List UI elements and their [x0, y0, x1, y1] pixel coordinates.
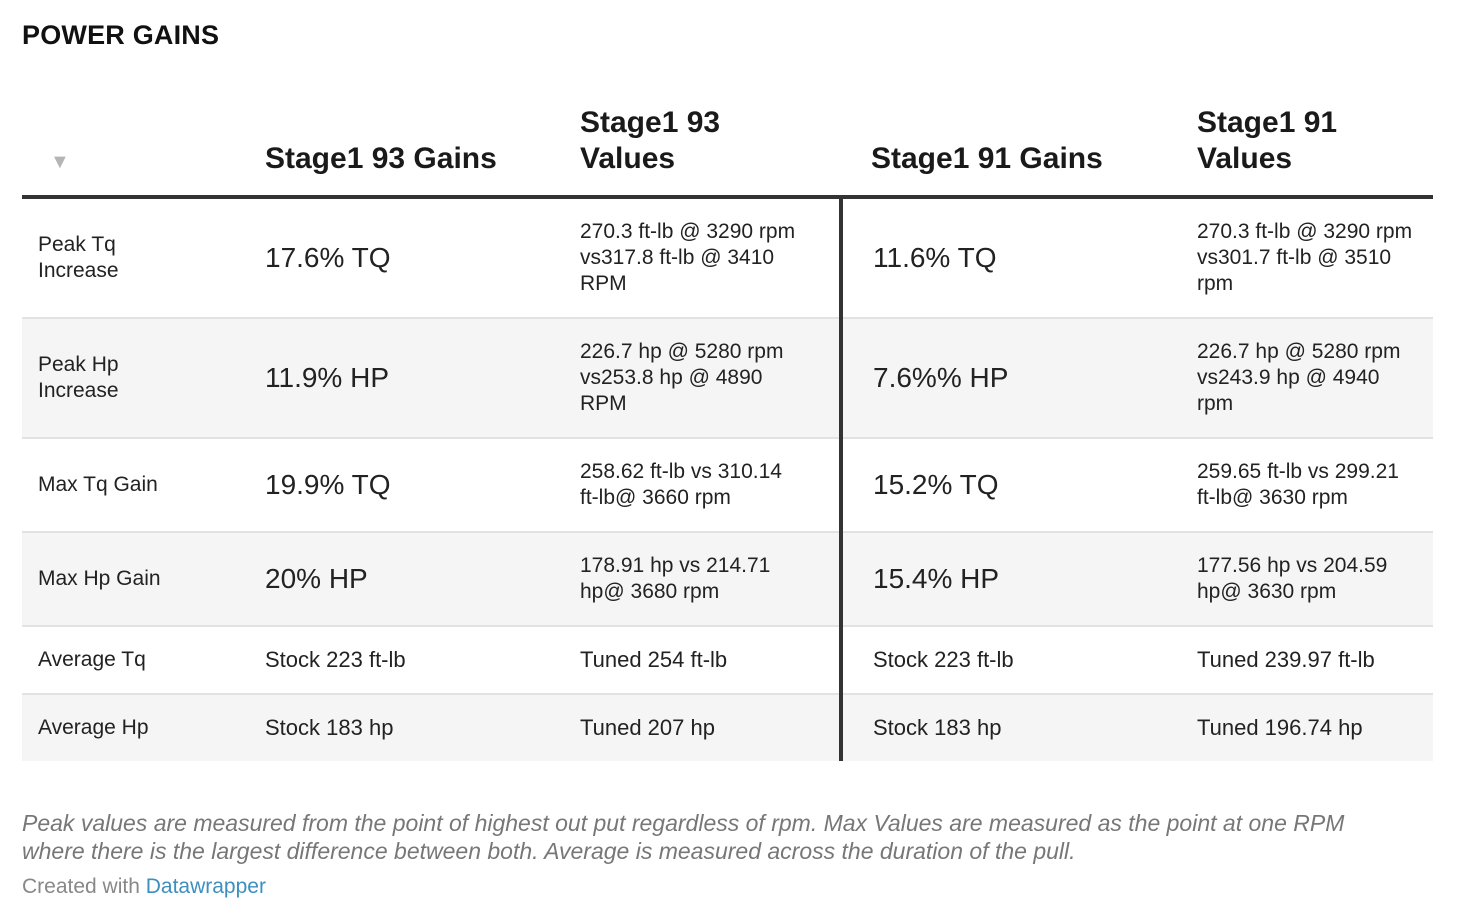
stage1-91-gain-cell: Stock 223 ft-lb	[839, 626, 1167, 695]
value-line: RPM	[580, 272, 627, 295]
notes-line: Peak values are measured from the point …	[22, 810, 1345, 836]
value-line: rpm	[1197, 272, 1234, 295]
stage1-91-value-cell: 177.56 hp vs 204.59 hp@ 3630 rpm	[1167, 532, 1433, 627]
table-row: Average Tq Stock 223 ft-lb Tuned 254 ft-…	[22, 626, 1433, 695]
stage1-93-value-cell: 270.3 ft-lb @ 3290 rpm vs317.8 ft-lb @ 3…	[550, 197, 841, 319]
label-line: Increase	[38, 259, 119, 282]
label-line: Peak Tq	[38, 233, 116, 256]
header-line: Values	[580, 142, 676, 175]
value-line: 226.7 hp @ 5280 rpm	[580, 340, 784, 363]
value-line: 270.3 ft-lb @ 3290 rpm	[1197, 220, 1413, 243]
table-row: Max Hp Gain 20% HP 178.91 hp vs 214.71 h…	[22, 532, 1433, 627]
header-line: Stage1 93	[580, 106, 721, 139]
stage1-91-value-cell: 259.65 ft-lb vs 299.21 ft-lb@ 3630 rpm	[1167, 438, 1433, 533]
value-line: 178.91 hp vs 214.71	[580, 554, 771, 577]
value-line: vs253.8 hp @ 4890	[580, 366, 763, 389]
label-line: Average Hp	[38, 716, 149, 739]
value-line: 177.56 hp vs 204.59	[1197, 554, 1388, 577]
table-row: Max Tq Gain 19.9% TQ 258.62 ft-lb vs 310…	[22, 438, 1433, 533]
power-gains-table: ▼ Stage1 93 Gains Stage1 93 Values Stage…	[22, 105, 1433, 761]
stage1-91-gain-cell: Stock 183 hp	[839, 694, 1167, 761]
table-row: Peak Hp Increase 11.9% HP 226.7 hp @ 528…	[22, 318, 1433, 439]
table-row: Peak Tq Increase 17.6% TQ 270.3 ft-lb @ …	[22, 197, 1433, 319]
row-label: Average Tq	[22, 626, 239, 695]
value-line: hp@ 3680 rpm	[580, 580, 720, 603]
chart-title: POWER GAINS	[22, 20, 220, 50]
stage1-91-value-cell: 226.7 hp @ 5280 rpm vs243.9 hp @ 4940 rp…	[1167, 318, 1433, 439]
value-line: rpm	[1197, 392, 1234, 415]
stage1-91-value-cell: Tuned 196.74 hp	[1167, 694, 1433, 761]
value-line: 259.65 ft-lb vs 299.21	[1197, 460, 1399, 483]
value-line: 258.62 ft-lb vs 310.14	[580, 460, 782, 483]
stage1-91-value-cell: Tuned 239.97 ft-lb	[1167, 626, 1433, 695]
header-stage1-91-gains[interactable]: Stage1 91 Gains	[841, 105, 1167, 199]
row-label: Max Tq Gain	[22, 438, 239, 533]
stage1-93-gain-cell: Stock 223 ft-lb	[239, 626, 550, 695]
table-header: ▼ Stage1 93 Gains Stage1 93 Values Stage…	[22, 105, 1433, 199]
stage1-91-gain-cell: 15.2% TQ	[839, 438, 1167, 533]
stage1-93-gain-cell: Stock 183 hp	[239, 694, 550, 761]
value-line: vs301.7 ft-lb @ 3510	[1197, 246, 1392, 269]
value-line: ft-lb@ 3630 rpm	[1197, 486, 1348, 509]
credit-line: Created with Datawrapper	[22, 875, 266, 899]
header-stage1-93-values[interactable]: Stage1 93 Values	[550, 105, 841, 199]
credit-prefix: Created with	[22, 875, 140, 898]
value-line: RPM	[580, 392, 627, 415]
notes-line: where there is the largest difference be…	[22, 838, 1076, 864]
row-label: Average Hp	[22, 694, 239, 761]
value-line: 270.3 ft-lb @ 3290 rpm	[580, 220, 796, 243]
header-stage1-91-values[interactable]: Stage1 91 Values	[1167, 105, 1433, 199]
header-line: Stage1 91	[1197, 106, 1338, 139]
table-body: Peak Tq Increase 17.6% TQ 270.3 ft-lb @ …	[22, 197, 1433, 761]
value-line: hp@ 3630 rpm	[1197, 580, 1337, 603]
label-line: Max Hp Gain	[38, 567, 161, 590]
stage1-93-value-cell: 226.7 hp @ 5280 rpm vs253.8 hp @ 4890 RP…	[550, 318, 841, 439]
value-line: ft-lb@ 3660 rpm	[580, 486, 731, 509]
stage1-93-value-cell: Tuned 207 hp	[550, 694, 841, 761]
value-line: 226.7 hp @ 5280 rpm	[1197, 340, 1401, 363]
label-line: Peak Hp	[38, 353, 119, 376]
stage1-93-value-cell: Tuned 254 ft-lb	[550, 626, 841, 695]
label-line: Max Tq Gain	[38, 473, 158, 496]
sort-column-header[interactable]: ▼	[22, 105, 239, 199]
datawrapper-link[interactable]: Datawrapper	[145, 875, 266, 898]
value-line: vs317.8 ft-lb @ 3410	[580, 246, 775, 269]
stage1-93-gain-cell: 19.9% TQ	[239, 438, 550, 533]
stage1-93-gain-cell: 20% HP	[239, 532, 550, 627]
stage1-91-gain-cell: 15.4% HP	[839, 532, 1167, 627]
row-label: Peak Hp Increase	[22, 318, 239, 439]
stage1-93-gain-cell: 17.6% TQ	[239, 197, 550, 319]
value-line: vs243.9 hp @ 4940	[1197, 366, 1380, 389]
sort-down-triangle-icon[interactable]: ▼	[50, 151, 70, 173]
table-row: Average Hp Stock 183 hp Tuned 207 hp Sto…	[22, 694, 1433, 761]
header-stage1-93-gains[interactable]: Stage1 93 Gains	[239, 105, 550, 199]
stage1-91-value-cell: 270.3 ft-lb @ 3290 rpm vs301.7 ft-lb @ 3…	[1167, 197, 1433, 319]
header-line: Values	[1197, 142, 1293, 175]
row-label: Peak Tq Increase	[22, 197, 239, 319]
stage1-91-gain-cell: 11.6% TQ	[839, 197, 1167, 319]
table-notes: Peak values are measured from the point …	[22, 809, 1442, 865]
stage1-91-gain-cell: 7.6%% HP	[839, 318, 1167, 439]
label-line: Average Tq	[38, 648, 146, 671]
label-line: Increase	[38, 379, 119, 402]
stage1-93-value-cell: 258.62 ft-lb vs 310.14 ft-lb@ 3660 rpm	[550, 438, 841, 533]
row-label: Max Hp Gain	[22, 532, 239, 627]
stage1-93-value-cell: 178.91 hp vs 214.71 hp@ 3680 rpm	[550, 532, 841, 627]
stage1-93-gain-cell: 11.9% HP	[239, 318, 550, 439]
